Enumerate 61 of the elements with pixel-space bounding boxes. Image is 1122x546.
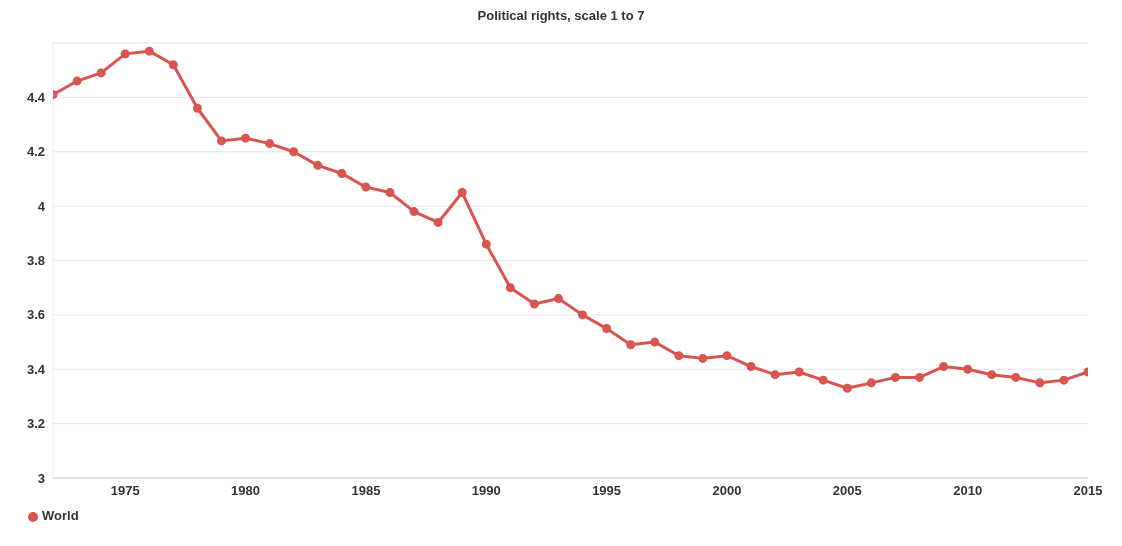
y-tick-label: 3.4 (26, 361, 46, 377)
point (674, 351, 684, 361)
point (963, 364, 973, 374)
point (409, 207, 419, 217)
point (265, 139, 275, 149)
point (361, 182, 371, 192)
point (915, 372, 925, 382)
point (1011, 372, 1021, 382)
x-tick-label: 1980 (231, 483, 261, 499)
x-tick-label: 2000 (712, 483, 742, 499)
point (385, 188, 395, 198)
point (842, 383, 852, 393)
y-tick-label: 4.4 (26, 89, 46, 105)
point (96, 68, 106, 78)
point (553, 294, 563, 304)
x-tick-label: 2015 (1073, 483, 1103, 499)
point (144, 46, 154, 56)
point (939, 362, 949, 372)
x-tick-label: 1985 (351, 483, 381, 499)
y-tick-label: 3.2 (26, 416, 45, 432)
point (72, 76, 82, 86)
point (505, 283, 515, 293)
point (866, 378, 876, 388)
point (168, 60, 178, 70)
point (313, 160, 323, 170)
y-tick-label: 3 (37, 470, 45, 486)
point (120, 49, 130, 59)
x-tick-label: 2005 (832, 483, 862, 499)
point (1035, 378, 1045, 388)
x-tick-label: 2010 (953, 483, 983, 499)
point (192, 103, 202, 113)
y-tick-label: 3.6 (26, 307, 45, 323)
x-tick-label: 1995 (592, 483, 622, 499)
point (722, 351, 732, 361)
point (337, 169, 347, 178)
point (890, 372, 900, 382)
point (987, 370, 997, 380)
point (1059, 375, 1069, 385)
point (818, 375, 828, 385)
point (626, 340, 636, 350)
point (602, 323, 612, 333)
point (481, 239, 491, 249)
y-tick-label: 4 (37, 198, 46, 214)
legend-label: World (42, 508, 79, 523)
chart-title: Political rights, scale 1 to 7 (476, 8, 646, 23)
point (289, 147, 299, 157)
point (578, 310, 588, 320)
point (650, 337, 660, 347)
x-tick-label: 1990 (471, 483, 501, 499)
y-tick-label: 4.2 (26, 144, 45, 160)
point (241, 133, 251, 143)
point (746, 362, 756, 372)
point (770, 370, 780, 380)
point (529, 299, 539, 309)
point (457, 188, 467, 198)
point (216, 136, 226, 146)
point (794, 367, 804, 377)
point (698, 353, 708, 363)
point (433, 217, 443, 227)
x-tick-label: 1975 (110, 483, 140, 499)
y-tick-label: 3.8 (26, 253, 45, 269)
